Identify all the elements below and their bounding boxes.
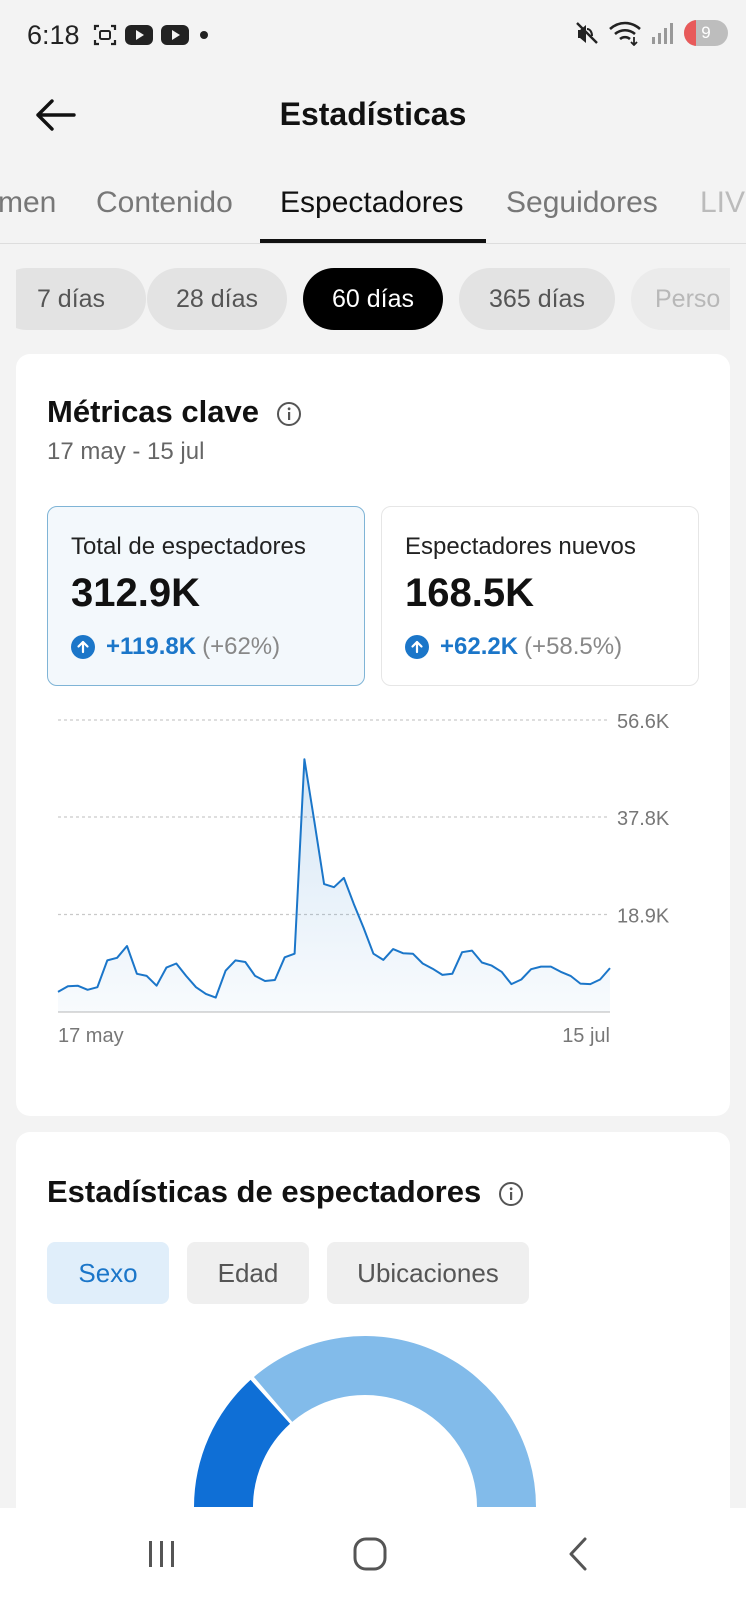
app-header: Estadísticas <box>0 72 746 162</box>
key-metrics-title: Métricas clave <box>47 394 259 429</box>
arrow-up-icon <box>71 635 95 659</box>
gender-donut-chart[interactable] <box>16 1132 730 1600</box>
metric-value: 168.5K <box>405 571 534 615</box>
date-range: 17 may - 15 jul <box>47 438 205 465</box>
metric-change: +119.8K (+62%) <box>71 633 280 661</box>
back-button[interactable] <box>30 90 80 140</box>
metric-card-total-viewers[interactable]: Total de espectadores 312.9K +119.8K (+6… <box>47 506 365 686</box>
system-icons: 9 <box>574 20 728 46</box>
segment-ubicaciones[interactable]: Ubicaciones <box>327 1242 529 1304</box>
status-time: 6:18 <box>27 20 80 50</box>
notification-icons <box>92 22 212 48</box>
arrow-up-icon <box>405 635 429 659</box>
metric-card-new-viewers[interactable]: Espectadores nuevos 168.5K +62.2K (+58.5… <box>381 506 699 686</box>
metric-delta: +119.8K <box>106 633 197 660</box>
chevron-left-icon <box>569 1537 587 1571</box>
arrow-left-icon <box>36 99 76 131</box>
metric-change: +62.2K (+58.5%) <box>405 633 622 661</box>
metric-label: Espectadores nuevos <box>405 533 636 560</box>
metric-delta: +62.2K <box>440 633 519 660</box>
tab-contenido[interactable]: Contenido <box>96 186 233 219</box>
metric-label: Total de espectadores <box>71 533 306 560</box>
y-tick-label: 37.8K <box>617 808 670 830</box>
x-tick-label-end: 15 jul <box>562 1025 610 1047</box>
home-button[interactable] <box>338 1526 402 1582</box>
page-title: Estadísticas <box>279 96 467 132</box>
status-bar: 6:18 <box>0 0 746 72</box>
viewers-line-chart[interactable]: 56.6K 37.8K 18.9K 17 may 15 jul <box>16 354 730 1116</box>
area-fill <box>58 759 610 1012</box>
donut-segment-primary <box>194 1379 291 1507</box>
active-tab-indicator <box>260 239 486 243</box>
system-nav-bar <box>0 1508 746 1600</box>
period-7-days[interactable]: 7 días <box>16 268 146 330</box>
donut-segment-secondary <box>253 1336 536 1507</box>
y-tick-label: 56.6K <box>617 711 670 733</box>
segment-sexo[interactable]: Sexo <box>47 1242 169 1304</box>
home-icon <box>353 1537 387 1571</box>
segment-edad[interactable]: Edad <box>187 1242 309 1304</box>
period-selector: 7 días 28 días 60 días 365 días Perso <box>16 268 730 332</box>
recent-apps-button[interactable] <box>130 1526 194 1582</box>
metric-percent: (+58.5%) <box>524 633 623 660</box>
recent-apps-icon <box>149 1541 174 1567</box>
wifi-icon <box>609 21 641 46</box>
audience-title-row: Estadísticas de espectadores <box>47 1174 524 1210</box>
audience-title: Estadísticas de espectadores <box>47 1174 482 1209</box>
battery-icon: 9 <box>684 20 728 46</box>
series-line <box>57 758 611 999</box>
info-icon[interactable] <box>498 1181 524 1207</box>
period-28-days[interactable]: 28 días <box>147 268 287 330</box>
mute-icon <box>576 22 598 44</box>
youtube-icon <box>161 25 189 45</box>
x-tick-label-start: 17 may <box>58 1025 124 1047</box>
battery-level: 9 <box>701 23 711 42</box>
dot-icon <box>200 31 208 39</box>
youtube-icon <box>125 25 153 45</box>
tab-resumen[interactable]: men <box>0 186 57 219</box>
period-365-days[interactable]: 365 días <box>459 268 615 330</box>
back-nav-button[interactable] <box>546 1526 610 1582</box>
signal-icon <box>652 23 673 44</box>
key-metrics-card: Métricas clave 17 may - 15 jul Total de … <box>16 354 730 1116</box>
tab-espectadores[interactable]: Espectadores <box>280 186 464 219</box>
period-custom[interactable]: Perso <box>631 268 730 330</box>
tab-bar: men Contenido Espectadores Seguidores LI… <box>0 170 746 244</box>
tab-live[interactable]: LIV <box>700 186 746 219</box>
metric-value: 312.9K <box>71 571 200 615</box>
metric-percent: (+62%) <box>202 633 281 660</box>
y-tick-label: 18.9K <box>617 905 670 927</box>
period-60-days[interactable]: 60 días <box>303 268 443 330</box>
info-icon[interactable] <box>276 401 302 427</box>
screenshot-icon <box>93 24 117 46</box>
tab-seguidores[interactable]: Seguidores <box>506 186 658 219</box>
key-metrics-title-row: Métricas clave <box>47 394 302 430</box>
